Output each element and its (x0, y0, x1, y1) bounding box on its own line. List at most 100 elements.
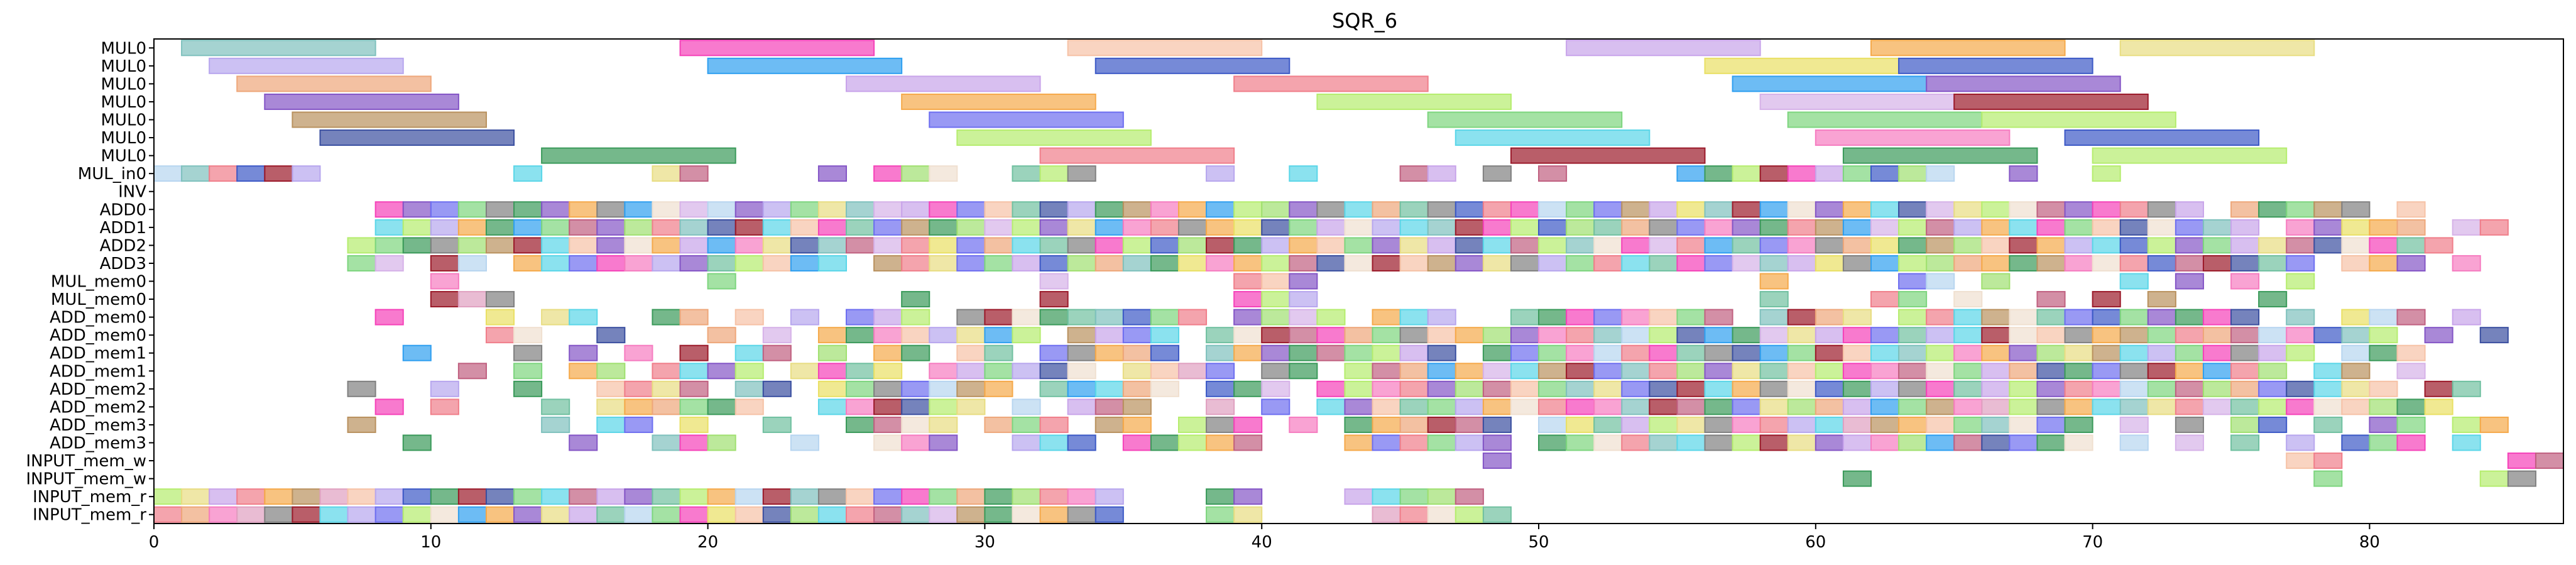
task-bar-712 (929, 398, 958, 415)
task-bar-271 (1842, 237, 1872, 254)
task-bar-164 (984, 219, 1013, 236)
task-bar-784 (1454, 416, 1484, 433)
task-bar-234 (817, 237, 848, 254)
row-label-11: ADD2 (100, 236, 146, 255)
task-bar-687 (2119, 380, 2149, 397)
x-tick-label-2: 20 (697, 533, 718, 552)
task-bar-669 (1621, 380, 1651, 397)
task-bar-312 (956, 255, 986, 272)
task-bar-258 (1482, 237, 1512, 254)
task-bar-153 (679, 219, 709, 236)
task-bar-637 (596, 380, 626, 397)
task-bar-576 (596, 363, 626, 380)
task-bar-631 (2313, 363, 2343, 380)
task-bar-912 (1344, 488, 1373, 505)
task-bar-498 (2009, 327, 2038, 344)
task-bar-482 (1566, 327, 1595, 344)
task-bar-213 (2369, 219, 2398, 236)
task-bar-406 (956, 309, 986, 326)
task-bar-384 (1233, 291, 1263, 308)
task-bar-459 (873, 327, 903, 344)
task-bar-466 (1094, 327, 1124, 344)
task-bar-97 (1122, 201, 1152, 218)
task-bar-658 (1316, 380, 1346, 397)
task-bar-691 (2230, 380, 2260, 397)
task-bar-111 (1510, 201, 1540, 218)
task-bar-230 (707, 237, 736, 254)
task-bar-267 (1732, 237, 1761, 254)
task-bar-239 (956, 237, 986, 254)
task-bar-265 (1676, 237, 1706, 254)
task-bar-495 (1926, 327, 1955, 344)
task-bar-376 (2175, 273, 2204, 290)
task-bar-953 (1233, 506, 1263, 523)
task-bar-508 (2286, 327, 2315, 344)
task-bar-763 (596, 416, 626, 433)
x-tick-label-7: 70 (2082, 533, 2103, 552)
task-bar-733 (1676, 398, 1706, 415)
task-bar-619 (1953, 363, 1983, 380)
x-tick-label-0: 0 (149, 533, 160, 552)
task-bar-473 (1316, 327, 1346, 344)
task-bar-427 (1649, 309, 1678, 326)
task-bar-58 (1676, 165, 1706, 182)
task-bar-360 (2286, 255, 2315, 272)
task-bar-571 (2369, 344, 2398, 361)
task-bar-740 (1870, 398, 1900, 415)
task-bar-307 (790, 255, 819, 272)
task-bar-129 (2009, 201, 2038, 218)
task-bar-510 (2341, 327, 2371, 344)
task-bar-320 (1177, 255, 1208, 272)
task-bar-837 (1482, 434, 1512, 451)
task-bar-300 (596, 255, 626, 272)
task-bar-745 (2009, 398, 2038, 415)
task-bar-297 (513, 255, 543, 272)
task-bar-724 (1427, 398, 1456, 415)
task-bar-219 (402, 237, 432, 254)
task-bar-776 (1177, 416, 1208, 433)
task-bar-453 (513, 327, 543, 344)
task-bar-919 (209, 506, 238, 523)
task-bar-65 (1870, 165, 1900, 182)
task-bar-241 (1012, 237, 1041, 254)
task-bar-655 (1206, 380, 1235, 397)
task-bar-873 (2479, 470, 2509, 487)
task-bar-759 (2396, 398, 2426, 415)
task-bar-294 (374, 255, 404, 272)
task-bar-541 (1510, 344, 1540, 361)
task-bar-709 (846, 398, 875, 415)
task-bar-178 (1372, 219, 1401, 236)
task-bar-575 (569, 363, 598, 380)
task-bar-41 (292, 165, 321, 182)
task-bar-53 (1289, 165, 1318, 182)
task-bar-648 (956, 380, 986, 397)
task-bar-840 (1593, 434, 1623, 451)
task-bar-693 (2286, 380, 2315, 397)
task-bar-713 (956, 398, 986, 415)
task-bar-191 (1732, 219, 1761, 236)
task-bar-106 (1372, 201, 1401, 218)
task-bar-503 (2147, 327, 2176, 344)
task-bar-592 (1150, 363, 1179, 380)
row-label-6: MUL0 (101, 147, 147, 166)
task-bar-497 (1981, 327, 2011, 344)
task-bar-939 (762, 506, 792, 523)
task-bar-871 (1842, 470, 1872, 487)
task-bar-721 (1344, 398, 1373, 415)
task-bar-802 (1981, 416, 2011, 433)
task-bar-334 (1566, 255, 1595, 272)
task-bar-828 (1150, 434, 1179, 451)
task-bar-743 (1953, 398, 1983, 415)
task-bar-332 (1510, 255, 1540, 272)
task-bar-340 (1732, 255, 1761, 272)
task-bar-481 (1538, 327, 1568, 344)
task-bar-28 (1454, 129, 1651, 146)
task-bar-98 (1150, 201, 1179, 218)
row-label-17: ADD_mem1 (50, 344, 146, 363)
task-bar-905 (984, 488, 1013, 505)
task-bar-550 (1759, 344, 1789, 361)
task-bar-952 (1206, 506, 1235, 523)
task-bar-584 (873, 363, 903, 380)
task-bar-131 (2064, 201, 2093, 218)
task-bar-530 (1150, 344, 1179, 361)
